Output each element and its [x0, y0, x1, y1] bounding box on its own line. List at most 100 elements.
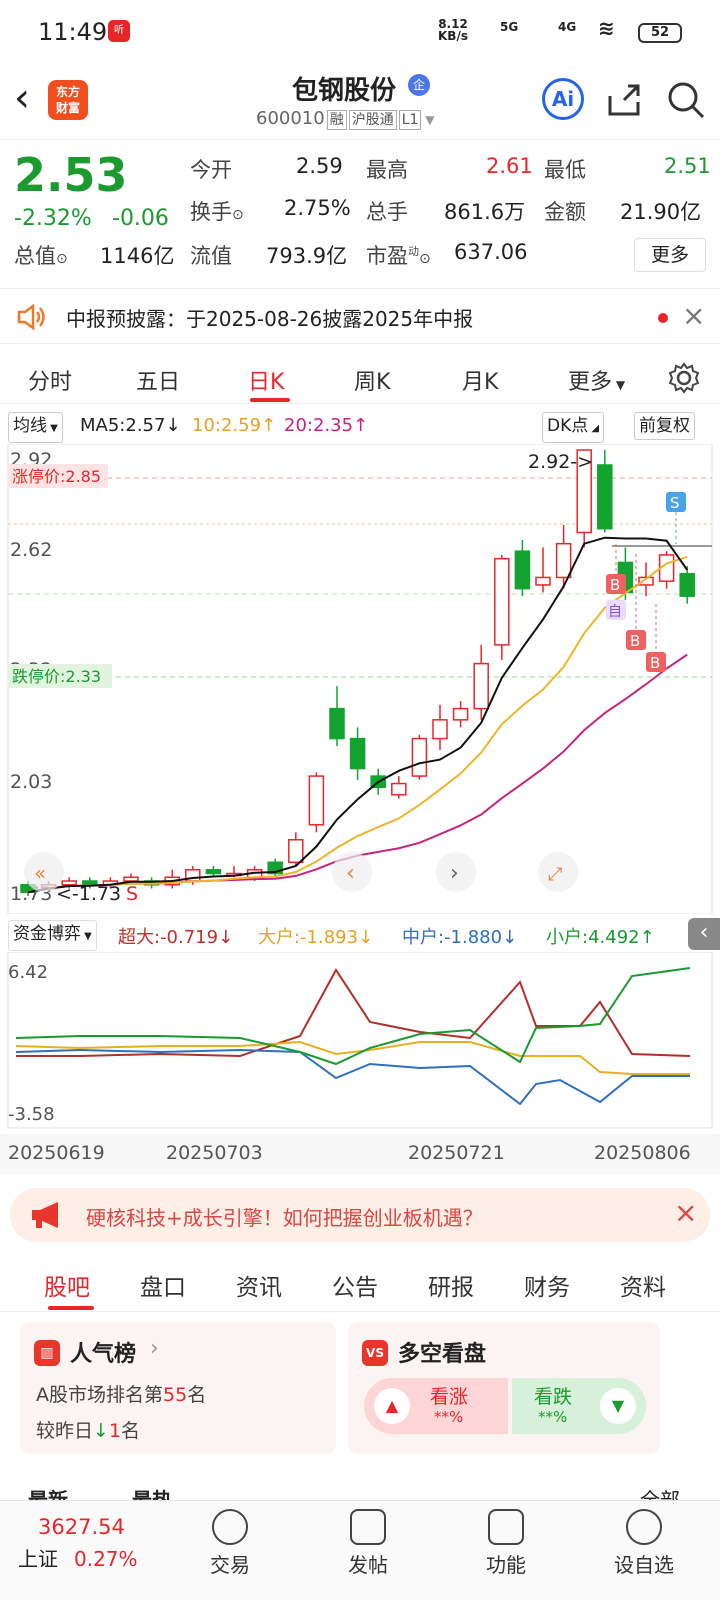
fund-indicator-select[interactable]: 资金博弈 ▼	[8, 920, 97, 951]
unread-dot	[658, 313, 668, 323]
stock-code-line: 600010 融沪股通 L1 ▼	[256, 108, 435, 130]
nav-add-watchlist[interactable]: 设自选	[594, 1509, 694, 1578]
collapse-panel-button[interactable]: ‹	[688, 918, 720, 950]
tab-monthly-k[interactable]: 月K	[462, 370, 499, 395]
fund-svg[interactable]: 6.42 -3.58	[0, 951, 720, 1130]
buy-signal-badge-3: B	[650, 654, 660, 672]
active-subtab-indicator	[48, 1306, 94, 1310]
signal-5g-icon: 5G	[500, 20, 519, 34]
more-dots-icon	[626, 1509, 662, 1545]
date-axis: 20250619 20250703 20250721 20250806	[0, 1134, 720, 1174]
ma20-value: 20:2.35↑	[284, 415, 369, 436]
megaphone-icon	[32, 1202, 58, 1228]
wifi-icon: ≋	[598, 16, 615, 40]
change-percent: -2.32%	[14, 206, 92, 231]
promo-banner[interactable]: 硬核科技+成长引擎！如何把握创业板机遇？ ×	[10, 1188, 710, 1242]
bottom-nav: 3627.54 上证 0.27% 交易 发帖 功能 设自选	[0, 1500, 720, 1600]
more-quote-button[interactable]: 更多	[634, 238, 706, 272]
nav-trade[interactable]: 交易	[180, 1509, 280, 1578]
back-arrow-icon[interactable]: ‹	[14, 75, 30, 121]
rank-line: A股市场排名第55名	[36, 1384, 207, 1406]
open-label: 今开	[190, 158, 232, 182]
settings-gear-icon[interactable]	[668, 362, 700, 394]
candle	[432, 719, 448, 740]
network-speed: 8.12 KB/s	[438, 17, 468, 43]
super-large-line	[16, 968, 691, 1058]
popularity-card[interactable]: ▥ 人气榜 › A股市场排名第55名 较昨日↓1名	[20, 1322, 336, 1454]
limit-down-label: 跌停价:2.33	[12, 667, 101, 686]
tab-orderbook[interactable]: 盘口	[140, 1275, 186, 1301]
bearish-label: 看跌	[534, 1386, 573, 1408]
ai-button[interactable]: Ai	[542, 78, 584, 120]
search-icon[interactable]	[666, 80, 706, 120]
large-value: 大户:-1.893↓	[258, 927, 374, 948]
turnover-label: 换手⊙	[190, 200, 244, 224]
index-ticker[interactable]: 3627.54 上证 0.27%	[18, 1515, 168, 1572]
large-line	[15, 1040, 690, 1075]
amount-label: 金额	[544, 200, 586, 224]
high-label: 最高	[366, 158, 408, 182]
high-marker: 2.92->	[528, 451, 593, 473]
tab-announcements[interactable]: 公告	[332, 1275, 378, 1301]
sell-signal-badge: S	[670, 494, 680, 512]
limit-up-label: 涨停价:2.85	[12, 467, 101, 486]
quote-panel: 2.53 -2.32% -0.06 今开 2.59 最高 2.61 最低 2.5…	[0, 140, 720, 280]
tab-research[interactable]: 研报	[428, 1275, 474, 1301]
signal-4g-icon: 4G	[558, 20, 577, 34]
tab-weekly-k[interactable]: 周K	[354, 370, 391, 395]
tab-daily-k[interactable]: 日K	[248, 370, 285, 395]
tab-more[interactable]: 更多 ▼	[568, 370, 626, 395]
index-name: 上证	[18, 1547, 58, 1571]
stock-name: 包钢股份	[292, 76, 397, 106]
all-filter[interactable]: 全部	[640, 1488, 680, 1500]
battery-icon: 52	[638, 23, 682, 43]
date-tick-1: 20250619	[8, 1142, 105, 1164]
tab-forum[interactable]: 股吧	[44, 1275, 90, 1301]
change-value: -0.06	[112, 206, 169, 231]
ma5-line	[27, 536, 689, 894]
close-icon[interactable]: ×	[682, 299, 706, 332]
kline-chart[interactable]: 2.92 2.62 2.32 2.03 1.73 涨停价:2.85 跌停价:2.…	[0, 443, 720, 915]
nav-functions[interactable]: 功能	[456, 1509, 556, 1578]
fund-flow-chart[interactable]: 6.42 -3.58	[0, 951, 720, 1130]
small-value: 小户:4.492↑	[546, 927, 655, 948]
tab-financials[interactable]: 财务	[524, 1275, 570, 1301]
promo-text: 硬核科技+成长引擎！如何把握创业板机遇？	[86, 1206, 483, 1230]
candle	[514, 550, 531, 590]
bearish-button[interactable]: 看跌 **% ▼	[512, 1378, 646, 1434]
tab-news[interactable]: 资讯	[236, 1275, 282, 1301]
low-value: 2.51	[664, 154, 711, 178]
candle	[535, 576, 551, 586]
candle	[638, 576, 654, 586]
tab-intraday[interactable]: 分时	[28, 370, 73, 395]
high-value: 2.61	[486, 154, 533, 178]
bull-bear-title: 多空看盘	[398, 1342, 487, 1367]
share-icon[interactable]	[606, 82, 642, 118]
fund-y-bottom: -3.58	[8, 1104, 55, 1125]
stock-header: ‹ 东方 财富 包钢股份 企 600010 融沪股通 L1 ▼ Ai	[0, 60, 720, 140]
adjust-select[interactable]: 前复权	[634, 412, 695, 440]
y-tick-low: 2.03	[10, 771, 52, 793]
bullish-button[interactable]: ▲ 看涨 **%	[364, 1378, 508, 1434]
index-percent: 0.27%	[74, 1547, 138, 1571]
indicator-select[interactable]: 均线 ▼	[8, 412, 63, 443]
volume-value: 861.6万	[444, 200, 526, 224]
latest-tab[interactable]: 最新	[28, 1488, 68, 1500]
hot-tab[interactable]: 最热	[132, 1488, 172, 1500]
kline-svg[interactable]: 2.92 2.62 2.32 2.03 1.73 涨停价:2.85 跌停价:2.…	[0, 443, 720, 915]
dk-point-toggle[interactable]: DK点 ◢	[542, 412, 605, 443]
scroll-far-left-button	[24, 852, 64, 892]
candle	[205, 869, 222, 875]
close-promo-icon[interactable]: ×	[674, 1196, 698, 1229]
nav-post[interactable]: 发帖	[318, 1509, 418, 1578]
mktcap-value: 1146亿	[100, 244, 175, 268]
app-logo: 东方 财富	[48, 80, 88, 120]
float-label: 流值	[190, 244, 232, 268]
notice-bar[interactable]: 中报预披露：于2025-08-26披露2025年中报 ×	[0, 288, 720, 344]
candle	[349, 737, 366, 770]
tab-profile[interactable]: 资料	[620, 1275, 666, 1301]
yuan-icon	[212, 1509, 248, 1545]
tab-five-day[interactable]: 五日	[136, 370, 181, 395]
self-marker: 自	[608, 604, 622, 620]
bull-bear-card[interactable]: VS 多空看盘 ▲ 看涨 **% 看跌 **% ▼	[348, 1322, 660, 1454]
